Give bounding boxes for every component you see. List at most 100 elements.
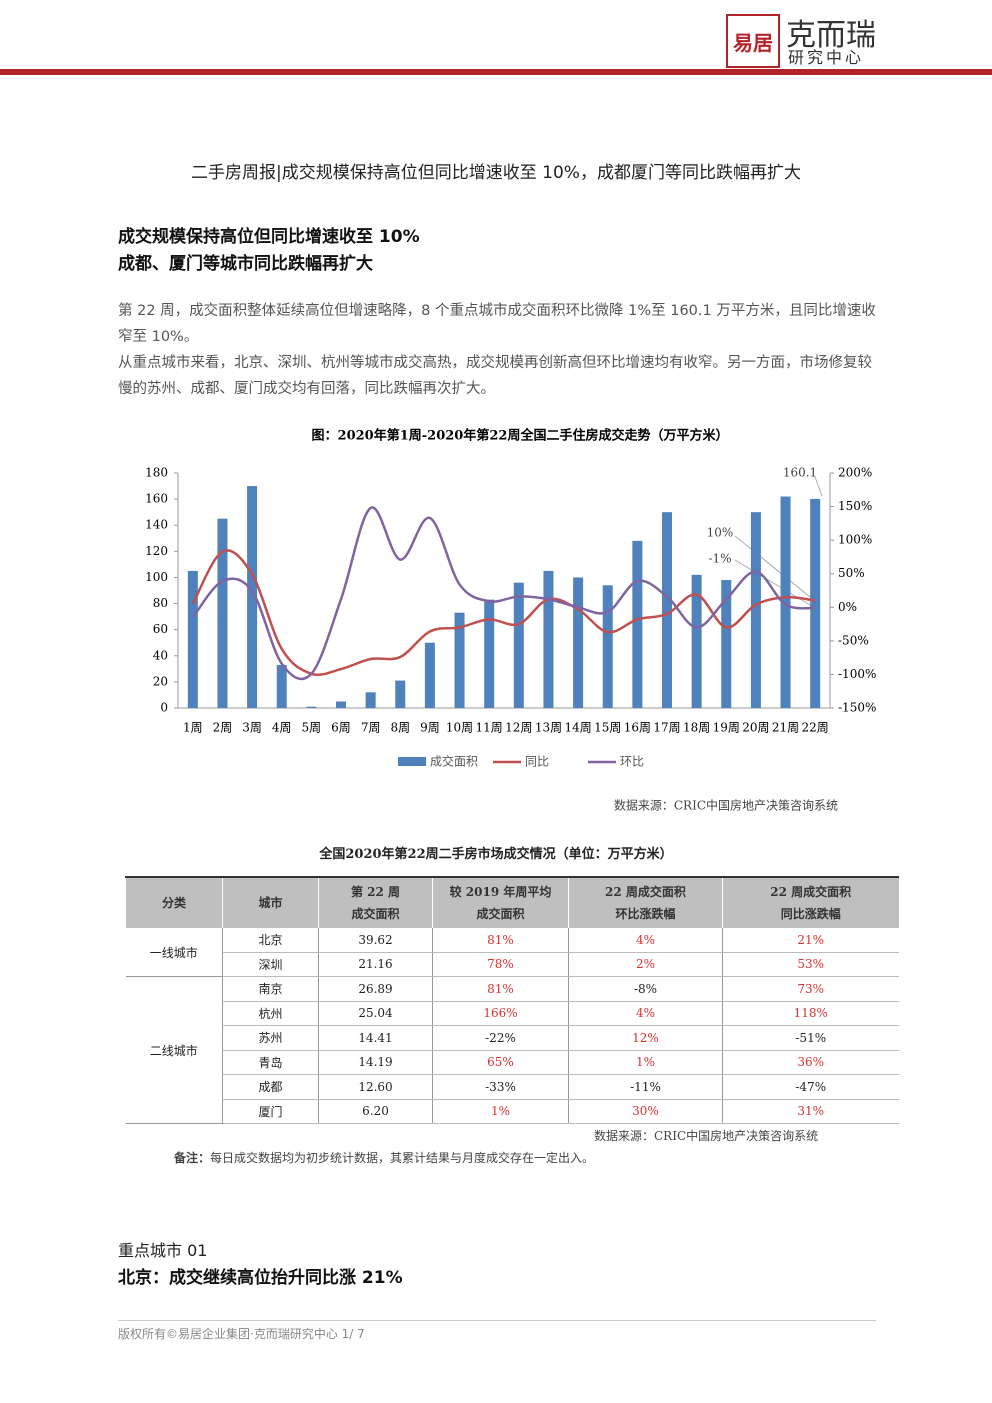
x-tick-label: 4周	[272, 721, 292, 735]
paragraph: 从重点城市来看，北京、深圳、杭州等城市成交高热，成交规模再创新高但环比增速均有收…	[118, 355, 872, 397]
legend-label: 成交面积	[430, 754, 478, 769]
table-row: 厦门 6.20 1% 30% 31%	[126, 1099, 899, 1124]
footer-rule	[118, 1320, 876, 1321]
chart-title: 图：2020年第1周-2020年第22周全国二手住房成交走势（万平方米）	[312, 428, 729, 444]
y-tick-label: 140	[145, 518, 168, 532]
bar	[187, 570, 198, 708]
cell: 73%	[722, 976, 899, 1002]
table-note: 备注：每日成交数据均为初步统计数据，其累计结果与月度成交存在一定出入。	[174, 1149, 594, 1166]
x-tick-label: 9周	[420, 721, 440, 735]
y2-tick-label: 50%	[838, 566, 865, 580]
header-cell: 22 周成交面积 环比涨跌幅	[568, 877, 723, 928]
bar	[662, 512, 672, 708]
heading: 成交规模保持高位但同比增速收至 10%	[118, 227, 420, 247]
cell: 2%	[568, 952, 723, 977]
footer: 版权所有©易居企业集团·克而瑞研究中心 1/ 7	[118, 1327, 365, 1341]
table-row: 杭州 25.04 166% 4% 118%	[126, 1001, 899, 1026]
header-rule	[0, 69, 992, 75]
cell: 81%	[432, 928, 569, 953]
y2-tick-label: 0%	[838, 600, 857, 614]
cell: -11%	[568, 1074, 723, 1100]
bar	[513, 582, 524, 708]
cell: 31%	[722, 1099, 899, 1124]
bar	[484, 599, 495, 708]
cell: -47%	[722, 1074, 899, 1100]
header-text: 同比涨跌幅	[780, 907, 841, 921]
cell: 杭州	[222, 1001, 319, 1026]
bar	[573, 577, 584, 708]
table-row: 一线城市 北京 39.62 81% 4% 21%	[125, 928, 899, 977]
group-cell: 二线城市	[125, 976, 223, 1124]
header-text: 分类	[161, 896, 186, 910]
table-row: 深圳 21.16 78% 2% 53%	[126, 952, 899, 977]
table: 分类 城市第 22 周成交面积较 2019 年周平均 成交面积 22 周成交面积 环比涨…	[125, 876, 899, 1124]
y-tick-label: 20	[153, 674, 168, 688]
y2-tick-label: -50%	[838, 633, 869, 647]
x-tick-label: 13周	[535, 721, 562, 735]
header-cell: 城市	[222, 877, 319, 928]
leader	[734, 559, 816, 609]
paragraph: 第 22 周，成交面积整体延续高位但增速略降，8 个重点城市成交面积环比微降 1…	[118, 303, 876, 345]
cell: -22%	[432, 1025, 569, 1051]
x-tick-label: 21周	[772, 721, 799, 735]
heading: 成都、厦门等城市同比跌幅再扩大	[118, 254, 373, 274]
cell: 25.04	[318, 1001, 433, 1026]
cell: 12%	[568, 1025, 723, 1051]
cell: 21%	[722, 928, 899, 953]
bar	[454, 612, 465, 708]
cell: 36%	[722, 1050, 899, 1075]
cell: 厦门	[222, 1099, 319, 1124]
header-cell: 较 2019 年周平均 成交面积	[432, 877, 569, 928]
legend-label: 环比	[620, 755, 644, 769]
header-text: 成交面积	[476, 907, 525, 921]
group-cell: 一线城市	[125, 928, 223, 977]
y-tick-label: 0	[160, 701, 168, 715]
header-cell: 分类	[125, 877, 223, 928]
cell: 65%	[432, 1050, 569, 1075]
x-tick-label: 20周	[742, 721, 769, 735]
header-text: 城市	[258, 896, 283, 910]
y2-tick-label: 200%	[838, 466, 872, 480]
x-tick-label: 11周	[476, 721, 503, 735]
cell: 4%	[568, 1001, 723, 1026]
logo-seal: 易居	[726, 14, 780, 68]
y2-tick-label: -150%	[838, 701, 876, 715]
header-text: 22 周成交面积	[605, 885, 686, 899]
y2-tick-label: 150%	[838, 499, 872, 513]
bar	[721, 580, 732, 708]
table-row: 苏州 14.41 -22% 12% -51%	[126, 1025, 899, 1051]
line	[191, 506, 816, 681]
bar	[632, 540, 643, 708]
bar	[276, 664, 287, 708]
table-row: 成都 12.60 -33% -11% -47%	[126, 1074, 899, 1100]
x-tick-label: 3周	[242, 721, 262, 735]
cell: 北京	[222, 928, 319, 953]
x-tick-label: 2周	[213, 721, 233, 735]
x-tick-label: 12周	[505, 721, 532, 735]
cell: 30%	[568, 1099, 723, 1124]
cell: 苏州	[222, 1025, 319, 1051]
bar	[810, 498, 821, 708]
table-source: 数据来源：CRIC中国房地产决策咨询系统	[594, 1129, 819, 1143]
cell: 青岛	[222, 1050, 319, 1075]
line	[191, 549, 816, 677]
cell: -33%	[432, 1074, 569, 1100]
legend-swatch	[398, 757, 426, 766]
x-tick-label: 10周	[446, 721, 473, 735]
y-tick-label: 160	[145, 492, 168, 506]
legend-label: 同比	[525, 755, 549, 769]
cell: 14.41	[318, 1025, 433, 1051]
x-tick-label: 17周	[653, 721, 680, 735]
cell: -8%	[568, 976, 723, 1002]
cell: 39.62	[318, 928, 433, 953]
y2-tick-label: -100%	[838, 667, 876, 681]
bar	[247, 486, 258, 708]
x-tick-label: 6周	[331, 721, 351, 735]
y-tick-label: 80	[153, 596, 168, 610]
bar	[602, 585, 613, 708]
bar	[543, 570, 554, 708]
cell: 21.16	[318, 952, 433, 977]
logo-sub: 研究中心	[788, 48, 865, 67]
cell: 166%	[432, 1001, 569, 1026]
bar	[780, 496, 791, 708]
